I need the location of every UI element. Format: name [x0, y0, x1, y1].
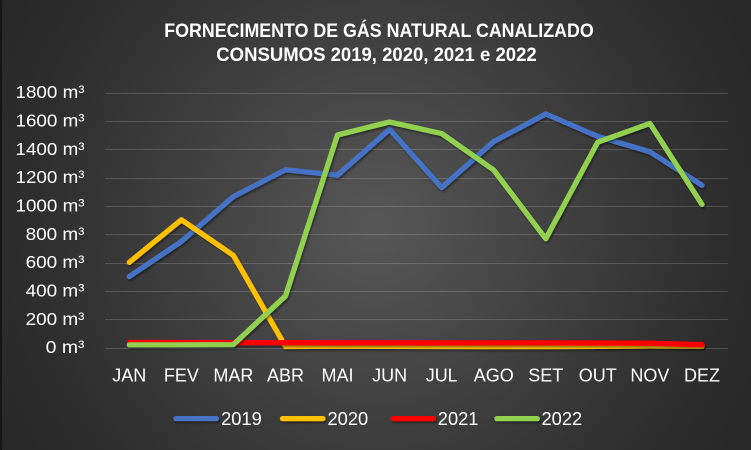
svg-text:OUT: OUT: [579, 365, 617, 385]
svg-text:MAR: MAR: [213, 365, 253, 385]
svg-text:1000 m³: 1000 m³: [16, 196, 85, 216]
svg-text:1200 m³: 1200 m³: [16, 167, 85, 187]
svg-text:1600 m³: 1600 m³: [16, 111, 85, 131]
svg-text:2021: 2021: [438, 408, 479, 429]
svg-text:ABR: ABR: [267, 365, 304, 385]
svg-text:2019: 2019: [221, 408, 262, 429]
svg-text:FEV: FEV: [164, 365, 199, 385]
svg-text:JUN: JUN: [372, 365, 407, 385]
svg-text:200 m³: 200 m³: [26, 309, 85, 329]
svg-text:600 m³: 600 m³: [26, 252, 85, 272]
svg-text:FORNECIMENTO DE GÁS NATURAL CA: FORNECIMENTO DE GÁS NATURAL CANALIZADO: [164, 19, 593, 42]
svg-text:2020: 2020: [328, 408, 369, 429]
svg-text:1800 m³: 1800 m³: [16, 82, 85, 102]
svg-text:2022: 2022: [542, 408, 583, 429]
svg-text:AGO: AGO: [474, 365, 514, 385]
svg-text:CONSUMOS 2019, 2020, 2021 e 20: CONSUMOS 2019, 2020, 2021 e 2022: [216, 44, 537, 66]
svg-text:JAN: JAN: [112, 365, 146, 385]
svg-text:JUL: JUL: [426, 365, 458, 385]
svg-text:MAI: MAI: [321, 365, 353, 385]
svg-text:800 m³: 800 m³: [26, 224, 85, 244]
svg-text:SET: SET: [528, 365, 563, 385]
svg-text:NOV: NOV: [630, 365, 669, 385]
svg-text:0 m³: 0 m³: [46, 337, 85, 357]
svg-text:1400 m³: 1400 m³: [16, 139, 85, 159]
svg-text:DEZ: DEZ: [684, 365, 720, 385]
svg-text:400 m³: 400 m³: [26, 281, 85, 301]
